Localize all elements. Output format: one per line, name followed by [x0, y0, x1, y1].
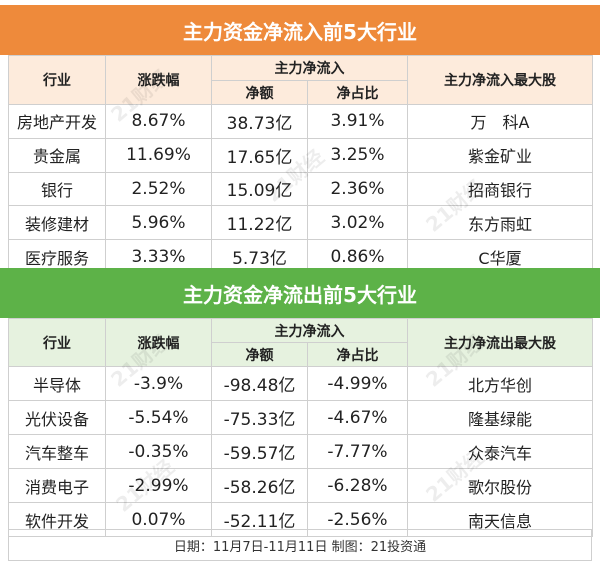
inflow-header-industry: 行业 [8, 55, 106, 105]
net-cell: 38.73亿 [211, 104, 308, 139]
industry-cell: 汽车整车 [8, 434, 106, 469]
outflow-header-ratio: 净占比 [307, 342, 408, 367]
outflow-table: 行业 涨跌幅 主力净流入 主力净流出最大股 净额 净占比 半导体 -3.9% -… [8, 318, 593, 537]
footer-caption: 日期：11月7日-11月11日 制图：21投资通 [8, 529, 592, 561]
stock-cell: 南天信息 [407, 502, 593, 537]
table-row: 房地产开发 8.67% 38.73亿 3.91% 万 科A [8, 104, 593, 139]
table-row: 消费电子 -2.99% -58.26亿 -6.28% 歌尔股份 [8, 468, 593, 503]
table-row: 软件开发 0.07% -52.11亿 -2.56% 南天信息 [8, 502, 593, 537]
change-cell: 2.52% [105, 171, 212, 207]
net-cell: -58.26亿 [211, 468, 308, 503]
net-cell: -52.11亿 [211, 502, 308, 537]
stock-cell: 紫金矿业 [407, 137, 593, 173]
stock-cell: 招商银行 [407, 171, 593, 207]
net-cell: 15.09亿 [211, 171, 308, 207]
inflow-header-top-stock: 主力净流入最大股 [407, 55, 593, 105]
ratio-cell: 2.36% [307, 171, 408, 207]
inflow-table: 行业 涨跌幅 主力净流入 主力净流入最大股 净额 净占比 房地产开发 8.67%… [8, 55, 593, 274]
inflow-header-group: 主力净流入 [211, 55, 408, 81]
inflow-header-change: 涨跌幅 [105, 55, 212, 105]
change-cell: -5.54% [105, 400, 212, 435]
ratio-cell: -7.77% [307, 434, 408, 469]
stock-cell: 众泰汽车 [407, 434, 593, 469]
stock-cell: 北方华创 [407, 366, 593, 401]
stock-cell: 万 科A [407, 104, 593, 139]
table-row: 汽车整车 -0.35% -59.57亿 -7.77% 众泰汽车 [8, 434, 593, 469]
change-cell: -0.35% [105, 434, 212, 469]
change-cell: -3.9% [105, 366, 212, 401]
inflow-header-net: 净额 [211, 80, 308, 105]
outflow-header-top-stock: 主力净流出最大股 [407, 318, 593, 367]
outflow-header-industry: 行业 [8, 318, 106, 367]
industry-cell: 房地产开发 [8, 104, 106, 139]
industry-cell: 银行 [8, 171, 106, 207]
stock-cell: 歌尔股份 [407, 468, 593, 503]
table-row: 贵金属 11.69% 17.65亿 3.25% 紫金矿业 [8, 137, 593, 173]
inflow-title: 主力资金净流入前5大行业 [0, 5, 600, 55]
net-cell: -75.33亿 [211, 400, 308, 435]
ratio-cell: 3.25% [307, 137, 408, 173]
ratio-cell: -4.99% [307, 366, 408, 401]
change-cell: 5.96% [105, 205, 212, 241]
table-row: 装修建材 5.96% 11.22亿 3.02% 东方雨虹 [8, 205, 593, 241]
ratio-cell: -2.56% [307, 502, 408, 537]
net-cell: 11.22亿 [211, 205, 308, 241]
change-cell: 11.69% [105, 137, 212, 173]
industry-cell: 装修建材 [8, 205, 106, 241]
ratio-cell: -4.67% [307, 400, 408, 435]
table-row: 光伏设备 -5.54% -75.33亿 -4.67% 隆基绿能 [8, 400, 593, 435]
industry-cell: 消费电子 [8, 468, 106, 503]
outflow-header-group: 主力净流入 [211, 318, 408, 343]
inflow-header-ratio: 净占比 [307, 80, 408, 105]
stock-cell: 隆基绿能 [407, 400, 593, 435]
table-row: 银行 2.52% 15.09亿 2.36% 招商银行 [8, 171, 593, 207]
outflow-header-change: 涨跌幅 [105, 318, 212, 367]
industry-cell: 半导体 [8, 366, 106, 401]
net-cell: 17.65亿 [211, 137, 308, 173]
stock-cell: 东方雨虹 [407, 205, 593, 241]
net-cell: -59.57亿 [211, 434, 308, 469]
net-cell: -98.48亿 [211, 366, 308, 401]
ratio-cell: 3.02% [307, 205, 408, 241]
industry-cell: 贵金属 [8, 137, 106, 173]
outflow-header-net: 净额 [211, 342, 308, 367]
change-cell: -2.99% [105, 468, 212, 503]
change-cell: 0.07% [105, 502, 212, 537]
ratio-cell: -6.28% [307, 468, 408, 503]
industry-cell: 光伏设备 [8, 400, 106, 435]
outflow-title: 主力资金净流出前5大行业 [0, 268, 600, 318]
table-row: 半导体 -3.9% -98.48亿 -4.99% 北方华创 [8, 366, 593, 401]
ratio-cell: 3.91% [307, 104, 408, 139]
change-cell: 8.67% [105, 104, 212, 139]
